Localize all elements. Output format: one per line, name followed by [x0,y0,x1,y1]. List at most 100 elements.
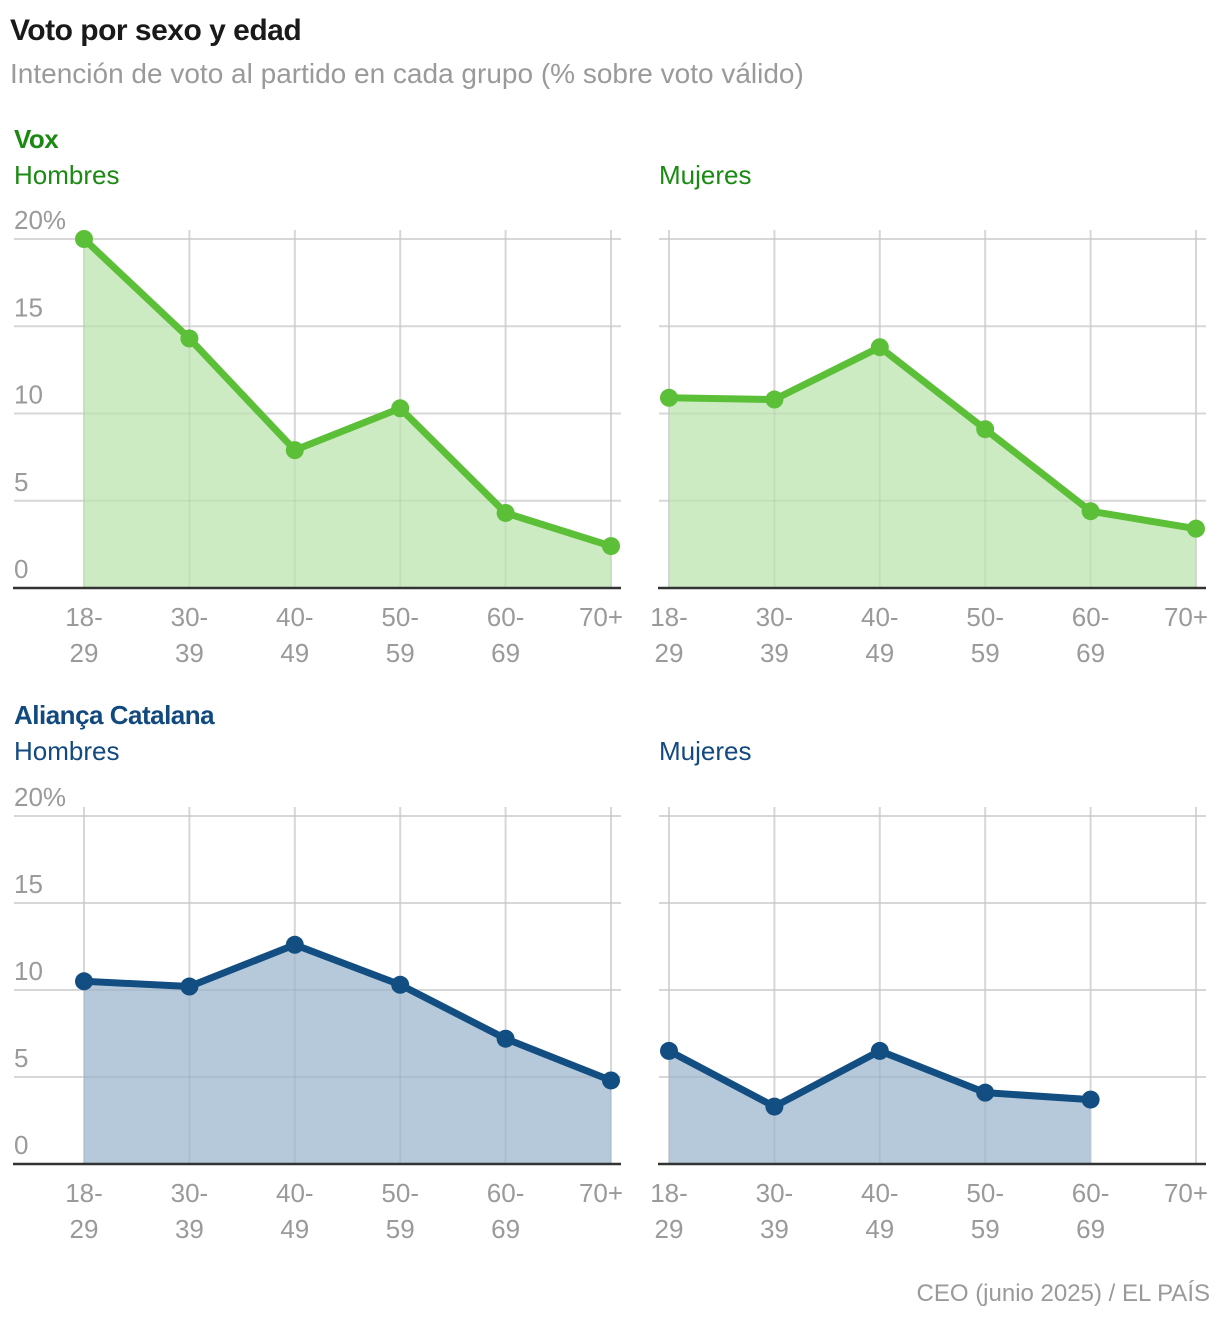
x-tick-label-line: 69 [1076,1214,1105,1244]
data-point-vox-mujeres-30-39 [765,390,784,409]
y-tick-label: 0 [14,1130,28,1160]
chart-subtitle: Intención de voto al partido en cada gru… [10,58,804,89]
x-tick-label-line: 50- [381,1178,419,1208]
x-tick-label-line: 40- [276,602,314,632]
party-title-vox: Vox [14,124,59,154]
x-tick-label-line: 39 [175,638,204,668]
x-tick-label-line: 70+ [579,602,623,632]
x-tick-label-line: 60- [487,602,525,632]
data-point-alianca-hombres-70+ [602,1071,620,1090]
x-tick-label: 40-49 [861,602,899,668]
x-tick-label-line: 59 [386,1214,415,1244]
panel-label-alianca-mujeres: Mujeres [659,736,752,766]
y-tick-label: 15 [14,292,43,322]
x-tick-label-line: 59 [971,638,1000,668]
data-point-vox-mujeres-60-69 [1081,502,1100,521]
x-tick-label: 60-69 [487,602,525,668]
x-tick-label-line: 50- [966,602,1004,632]
x-tick-label-line: 29 [655,1214,684,1244]
x-tick-label: 60-69 [487,1178,525,1244]
data-point-alianca-hombres-40-49 [285,935,304,954]
area-fill-alianca-mujeres [669,1050,1091,1164]
x-tick-label-line: 49 [280,638,309,668]
series-line-alianca-hombres [80,941,615,1084]
x-tick-label: 30-39 [171,1178,209,1244]
x-tick-label: 18-29 [650,602,688,668]
x-tick-label-line: 18- [65,602,103,632]
data-point-vox-hombres-18-29 [75,230,93,248]
data-point-vox-hombres-40-49 [285,441,304,460]
x-tick-label: 70+ [579,1178,623,1208]
series-line-vox-hombres [80,235,615,550]
x-tick-label: 18-29 [65,602,103,668]
data-point-alianca-mujeres-60-69 [1081,1090,1100,1109]
x-tick-label-line: 70+ [1164,1178,1208,1208]
x-tick-label-line: 18- [65,1178,103,1208]
y-tick-label: 5 [14,467,28,497]
x-tick-label: 30-39 [756,602,794,668]
x-tick-label-line: 29 [70,638,99,668]
x-tick-label-line: 18- [650,602,688,632]
x-tick-label-line: 39 [175,1214,204,1244]
x-tick-label: 30-39 [171,602,209,668]
x-tick-label-line: 39 [760,638,789,668]
y-tick-label: 20% [14,782,66,812]
x-tick-label-line: 39 [760,1214,789,1244]
x-tick-label-line: 50- [381,602,419,632]
panel-label-vox-mujeres: Mujeres [659,160,752,190]
data-point-vox-hombres-60-69 [496,503,515,522]
area-fill-vox-mujeres [669,347,1196,588]
party-title-alianca: Aliança Catalana [14,700,215,730]
x-tick-label-line: 59 [386,638,415,668]
x-tick-label-line: 60- [1072,1178,1110,1208]
data-point-alianca-hombres-30-39 [180,977,199,996]
y-tick-label: 15 [14,869,43,899]
data-point-vox-mujeres-50-59 [976,420,995,439]
x-tick-label-line: 69 [491,638,520,668]
x-tick-label-line: 40- [276,1178,314,1208]
x-tick-label: 70+ [1164,602,1208,632]
data-point-vox-mujeres-40-49 [870,338,889,357]
source-credit: CEO (junio 2025) / EL PAÍS [916,1280,1210,1307]
data-point-alianca-mujeres-30-39 [765,1097,784,1116]
area-fill-alianca-hombres [84,944,611,1164]
data-point-vox-mujeres-70+ [1187,519,1205,538]
x-tick-label: 40-49 [276,1178,314,1244]
x-tick-label-line: 49 [280,1214,309,1244]
series-line-vox-mujeres [665,343,1200,533]
x-tick-label-line: 60- [487,1178,525,1208]
x-tick-label: 40-49 [276,602,314,668]
x-tick-label-line: 29 [70,1214,99,1244]
x-tick-label-line: 70+ [579,1178,623,1208]
x-tick-label: 60-69 [1072,602,1110,668]
y-tick-label: 5 [14,1043,28,1073]
x-tick-label-line: 30- [756,1178,794,1208]
y-tick-label: 0 [14,554,28,584]
x-tick-label: 18-29 [65,1178,103,1244]
x-tick-label-line: 49 [865,638,894,668]
x-tick-label: 50-59 [381,1178,419,1244]
data-point-alianca-mujeres-40-49 [870,1041,889,1060]
x-tick-label: 60-69 [1072,1178,1110,1244]
data-point-vox-hombres-70+ [602,537,620,556]
data-point-vox-hombres-50-59 [391,399,410,418]
x-tick-label-line: 69 [491,1214,520,1244]
data-point-alianca-mujeres-50-59 [976,1083,995,1102]
x-tick-label: 70+ [579,602,623,632]
x-tick-label-line: 50- [966,1178,1004,1208]
area-fill-vox-hombres [84,239,611,588]
data-point-alianca-hombres-50-59 [391,975,410,994]
panel-label-alianca-hombres: Hombres [14,736,120,766]
y-tick-label: 10 [14,380,43,410]
panel-label-vox-hombres: Hombres [14,160,120,190]
data-point-alianca-hombres-60-69 [496,1029,515,1048]
x-tick-label-line: 69 [1076,638,1105,668]
x-tick-label: 50-59 [966,602,1004,668]
y-tick-label: 10 [14,956,43,986]
chart-title: Voto por sexo y edad [10,14,302,47]
x-tick-label: 18-29 [650,1178,688,1244]
x-tick-label: 50-59 [381,602,419,668]
x-tick-label: 30-39 [756,1178,794,1244]
y-tick-label: 20% [14,205,66,235]
